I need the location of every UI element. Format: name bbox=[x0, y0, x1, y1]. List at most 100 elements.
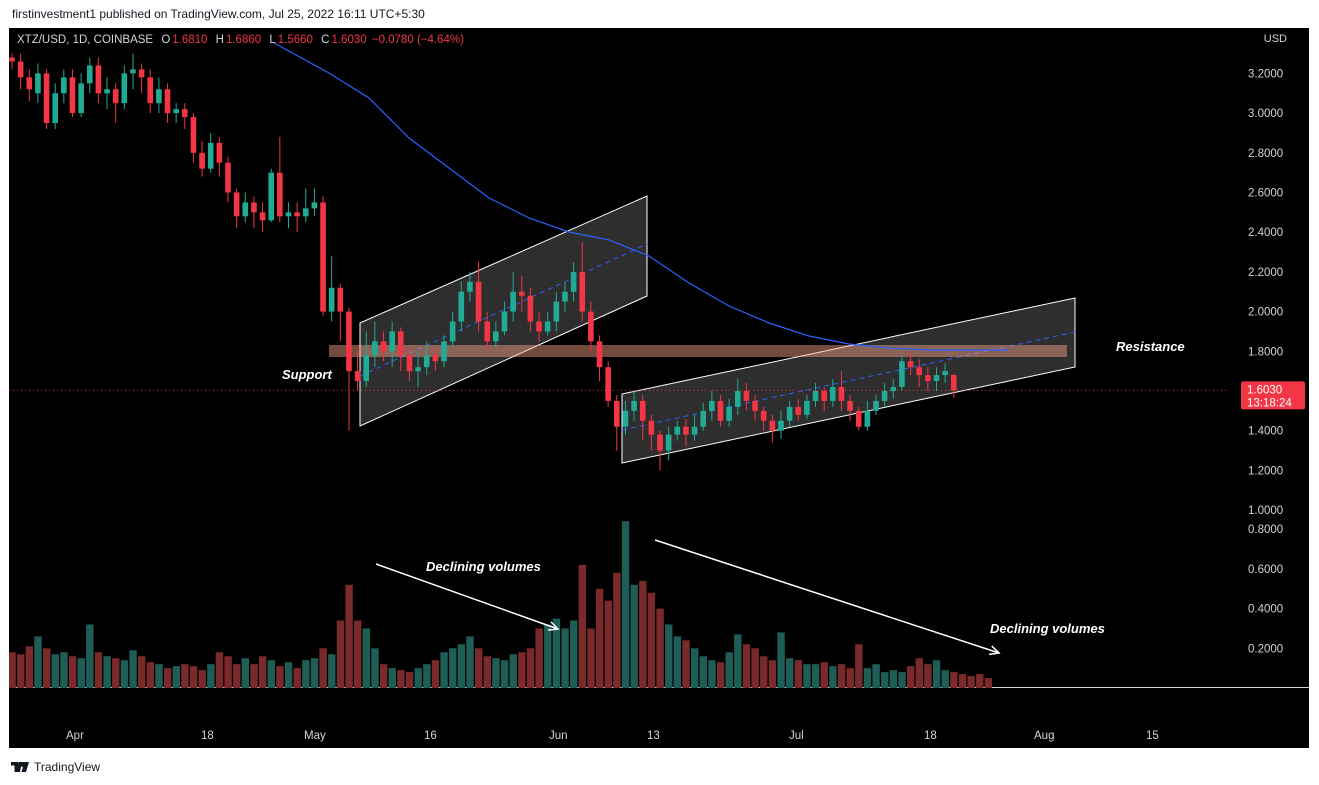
volume-bar bbox=[941, 670, 949, 688]
volume-bar bbox=[820, 662, 828, 688]
volume-bar bbox=[725, 652, 733, 688]
volume-bar bbox=[267, 660, 275, 688]
volume-bar bbox=[544, 624, 552, 688]
price-tick-label: 0.4000 bbox=[1248, 604, 1283, 616]
volume-bar bbox=[699, 656, 707, 688]
candle-body bbox=[458, 291, 465, 322]
current-price-value: 1.6030 bbox=[1247, 384, 1282, 396]
candle-body bbox=[173, 109, 179, 114]
volume-bar bbox=[68, 656, 77, 688]
volume-bar bbox=[786, 658, 794, 688]
candle-body bbox=[890, 387, 897, 391]
time-tick-label: 13 bbox=[647, 730, 660, 742]
volume-bar bbox=[328, 654, 336, 688]
volume-bar bbox=[233, 664, 241, 688]
close-label: C bbox=[321, 34, 330, 46]
volume-bar bbox=[500, 660, 509, 688]
volume-bar bbox=[440, 652, 448, 688]
candle-body bbox=[311, 202, 318, 209]
volume-bar bbox=[250, 664, 258, 688]
volume-bar bbox=[77, 658, 85, 688]
candle-body bbox=[182, 109, 188, 118]
candle-body bbox=[121, 73, 128, 104]
candle-body bbox=[778, 420, 784, 431]
volume-bar bbox=[967, 676, 975, 688]
candle-body bbox=[380, 341, 387, 352]
candle-body bbox=[493, 331, 499, 342]
candle-body bbox=[950, 374, 957, 391]
candle-body bbox=[812, 391, 819, 401]
price-tick-label: 2.6000 bbox=[1248, 188, 1283, 200]
candle-body bbox=[363, 355, 370, 382]
volume-bar bbox=[146, 662, 155, 688]
candle-body bbox=[864, 410, 871, 427]
candle-body bbox=[907, 361, 914, 368]
price-tick-label: 0.6000 bbox=[1248, 564, 1283, 576]
candle-body bbox=[164, 89, 171, 114]
candle-body bbox=[17, 61, 24, 78]
price-tick-label: 3.0000 bbox=[1248, 108, 1283, 120]
volume-bar bbox=[863, 668, 872, 688]
volume-bar bbox=[302, 660, 310, 688]
footer-brand[interactable]: TradingView bbox=[11, 760, 100, 774]
volume-bar bbox=[630, 584, 638, 688]
low-value: 1.5660 bbox=[277, 34, 313, 46]
volume-bar bbox=[17, 654, 25, 688]
candle-body bbox=[467, 281, 473, 292]
candle-body bbox=[562, 291, 568, 302]
volume-bar bbox=[120, 660, 129, 688]
candle-body bbox=[916, 367, 922, 376]
candle-body bbox=[527, 295, 534, 322]
published-caption: firstinvestment1 published on TradingVie… bbox=[12, 7, 425, 21]
volume-arrow-left bbox=[375, 563, 559, 630]
candle-body bbox=[847, 400, 853, 411]
currency-label[interactable]: USD bbox=[1263, 33, 1287, 45]
candle-body bbox=[544, 321, 551, 332]
candle-body bbox=[942, 371, 948, 376]
symbol-name[interactable]: XTZ/USD, 1D, COINBASE bbox=[17, 34, 154, 46]
time-tick-label: May bbox=[304, 730, 326, 742]
candle-body bbox=[61, 77, 67, 94]
candle-body bbox=[130, 69, 136, 74]
change-value: −0.0780 (−4.64%) bbox=[371, 34, 464, 46]
volume-bar bbox=[42, 648, 51, 688]
candle-body bbox=[657, 434, 663, 451]
candle-body bbox=[95, 65, 102, 94]
candle-body bbox=[302, 208, 309, 217]
candle-body bbox=[881, 391, 888, 401]
candle-body bbox=[354, 371, 361, 382]
volume-bar bbox=[673, 636, 682, 688]
candle-body bbox=[760, 410, 767, 421]
candle-body bbox=[925, 375, 931, 382]
candle-body bbox=[138, 69, 145, 78]
candle-body bbox=[501, 311, 508, 332]
candle-body bbox=[795, 406, 802, 415]
candle-body bbox=[622, 410, 629, 427]
volume-bar bbox=[163, 668, 172, 688]
volume-bar bbox=[561, 628, 569, 688]
candle-body bbox=[277, 172, 283, 217]
open-label: O bbox=[161, 34, 171, 46]
volume-bar bbox=[803, 664, 811, 688]
volume-bar bbox=[958, 674, 967, 688]
chart-frame[interactable]: 3.2000 3.0000 2.8000 2.6000 2.4000 2.2000 2.00… bbox=[9, 28, 1309, 748]
declining-volumes-label-right: Declining volumes bbox=[990, 621, 1105, 636]
candle-body bbox=[786, 406, 793, 421]
price-tick-label: 2.2000 bbox=[1248, 267, 1283, 279]
volume-bar bbox=[319, 648, 327, 688]
channel-midline-left bbox=[359, 243, 648, 377]
candle-body bbox=[518, 291, 525, 296]
volume-bar bbox=[414, 668, 422, 688]
candle-body bbox=[484, 321, 490, 342]
volume-bar bbox=[103, 656, 111, 688]
candle-body bbox=[147, 77, 154, 104]
price-chart[interactable]: 3.2000 3.0000 2.8000 2.6000 2.4000 2.2000 2.00… bbox=[9, 28, 1309, 748]
candle-body bbox=[605, 367, 611, 401]
price-tick-label: 1.2000 bbox=[1248, 465, 1283, 477]
price-tick-label: 3.2000 bbox=[1248, 68, 1283, 80]
candle-body bbox=[346, 311, 352, 372]
ascending-channel-left bbox=[359, 195, 648, 427]
current-price-badge bbox=[1241, 381, 1305, 410]
volume-bar bbox=[51, 654, 59, 688]
